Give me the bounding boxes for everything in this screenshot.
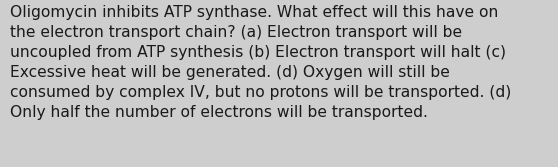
Text: Oligomycin inhibits ATP synthase. What effect will this have on
the electron tra: Oligomycin inhibits ATP synthase. What e… [10, 5, 511, 120]
